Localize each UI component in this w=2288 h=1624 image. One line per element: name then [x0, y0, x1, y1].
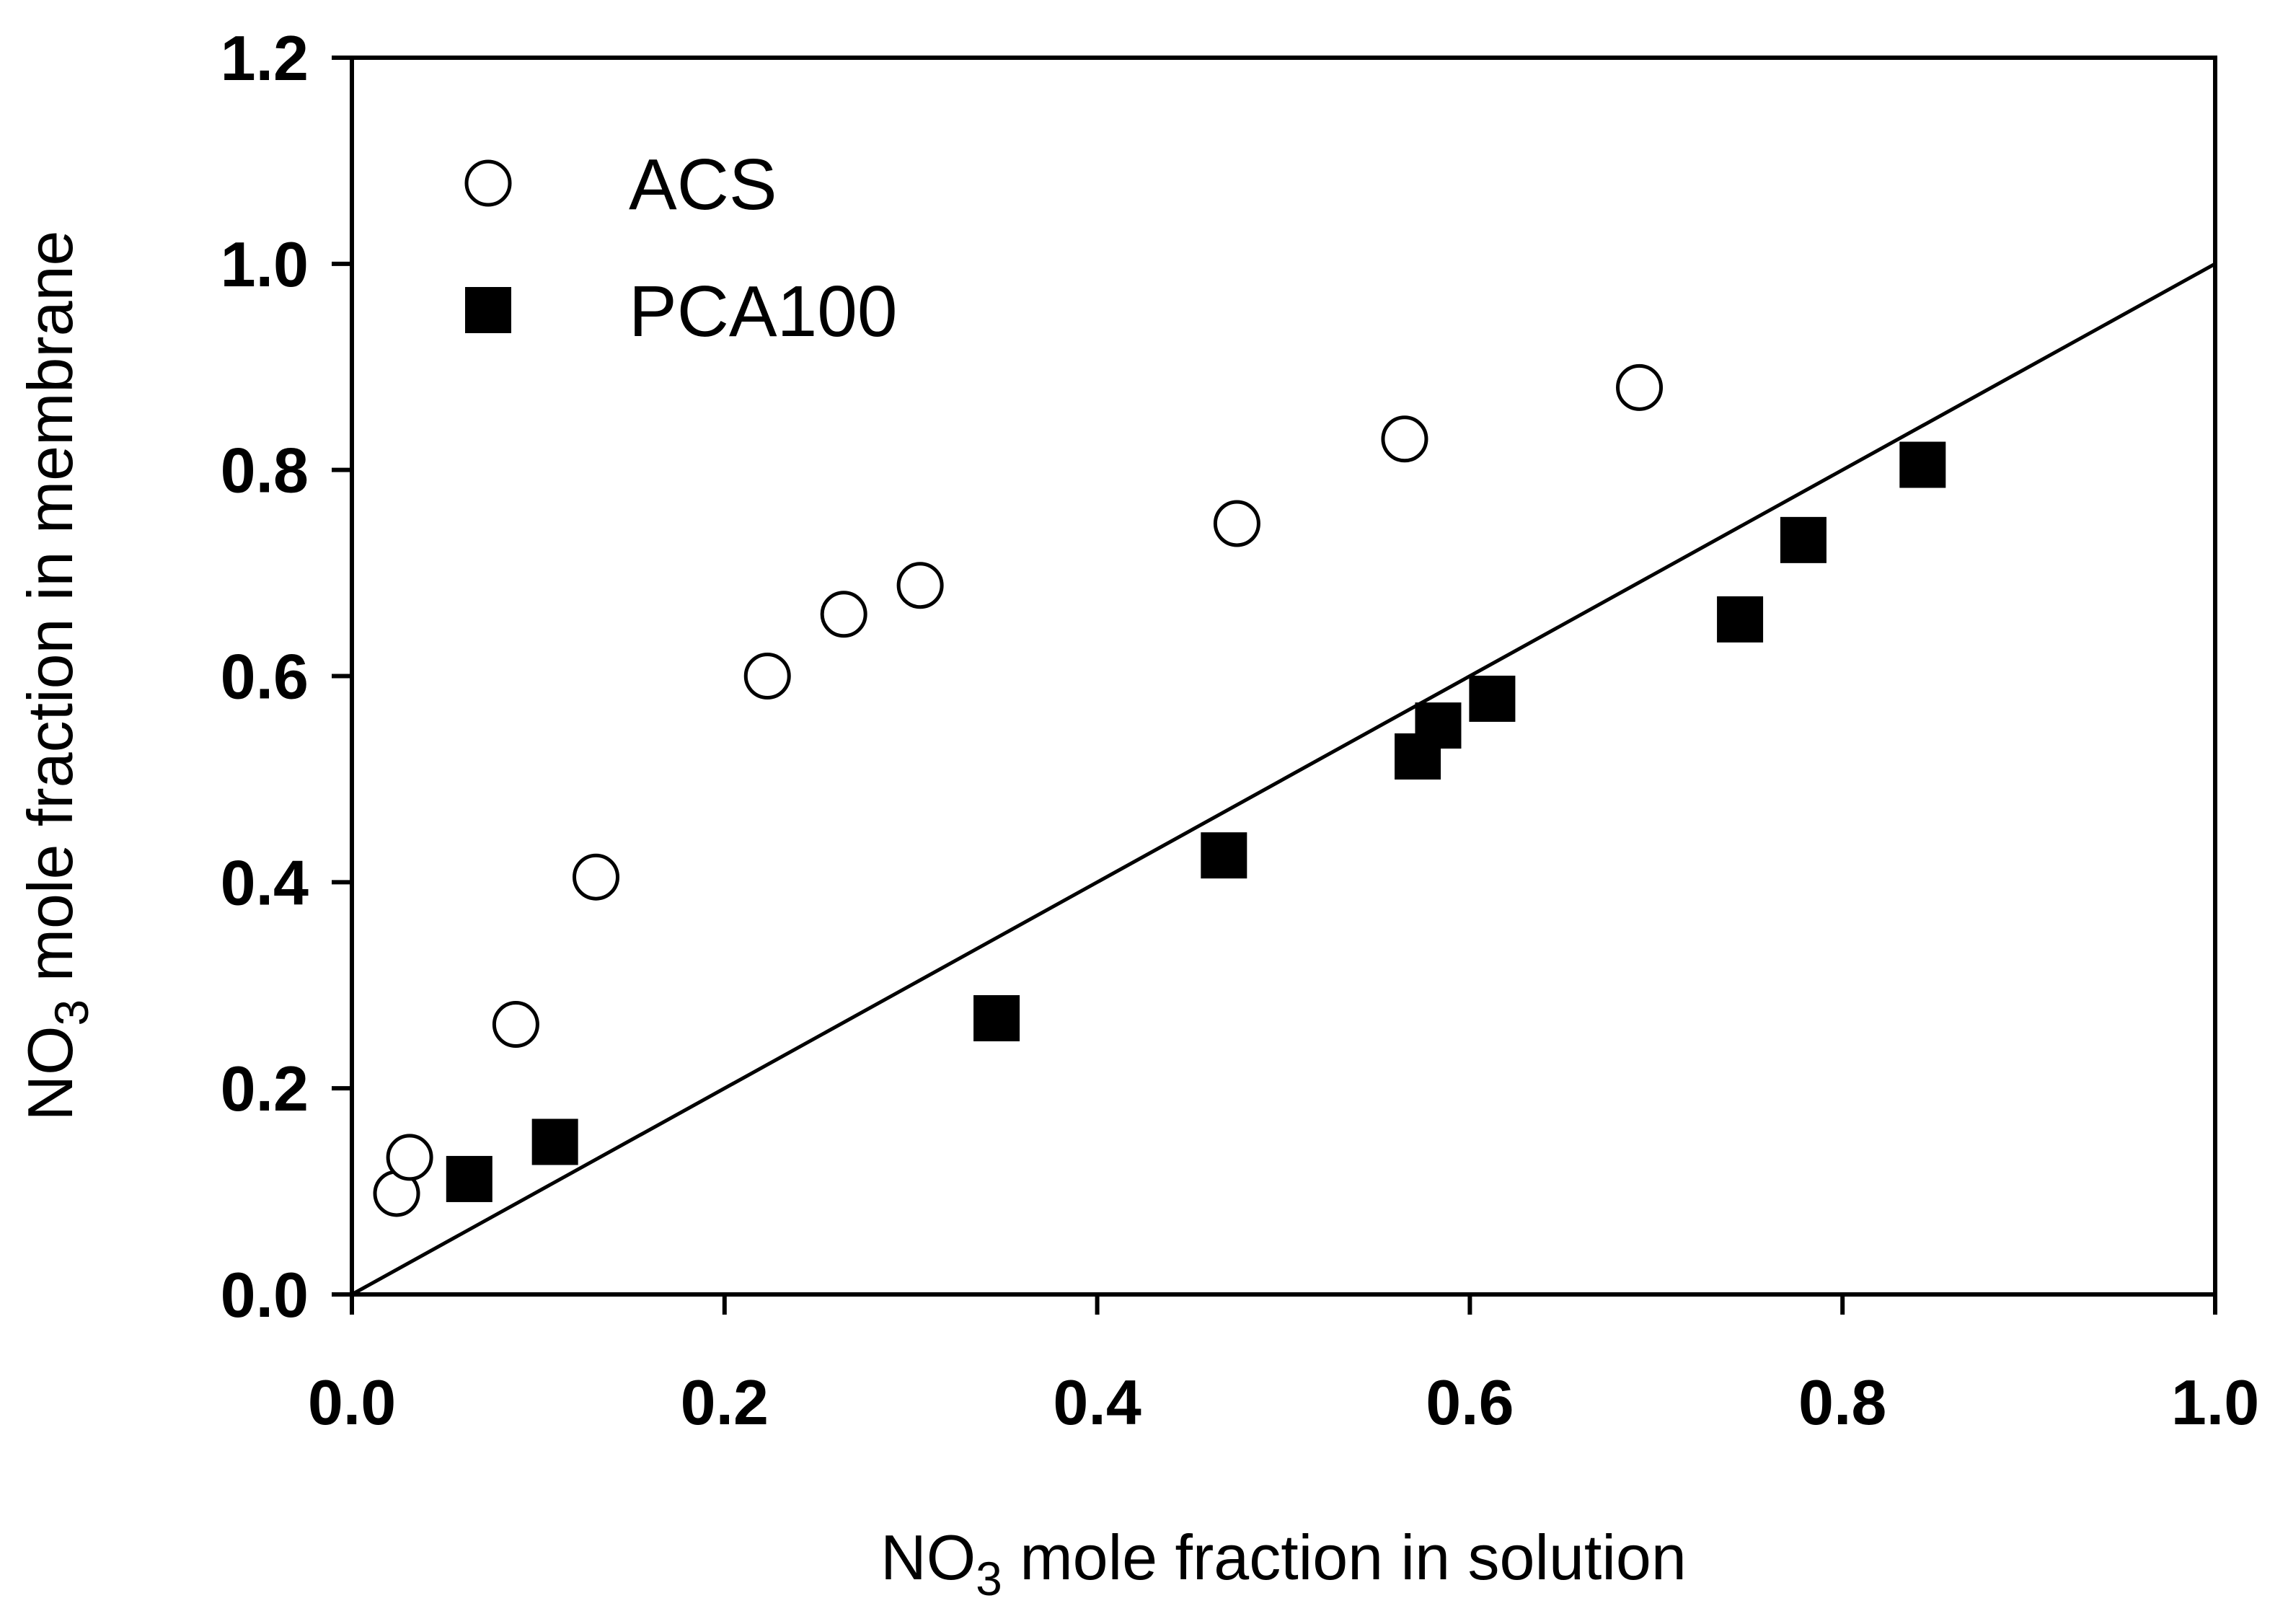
y-tick-label: 1.2	[221, 22, 309, 94]
data-point-pca100	[531, 1118, 578, 1165]
x-axis: 0.0 0.2 0.4 0.6 0.8 1.0	[308, 1294, 2259, 1438]
data-point-pca100	[973, 994, 1020, 1041]
y-axis: 0.0 0.2 0.4 0.6 0.8 1.0 1.2	[221, 22, 352, 1330]
data-point-acs	[1213, 500, 1260, 547]
data-point-pca100	[1469, 675, 1516, 722]
y-axis-title: NO3 mole fraction in membrane	[14, 231, 98, 1121]
data-point-acs	[1616, 363, 1664, 411]
x-tick-label: 0.2	[681, 1367, 769, 1438]
x-axis-title: NO3 mole fraction in solution	[880, 1522, 1687, 1605]
legend-label-pca100: PCA100	[629, 271, 897, 352]
x-axis-title-subscript: 3	[976, 1552, 1002, 1605]
data-point-pca100	[1780, 516, 1827, 563]
data-point-acs	[743, 653, 791, 700]
data-point-acs	[896, 562, 944, 609]
y-tick-label: 0.8	[221, 435, 309, 506]
data-point-pca100	[446, 1155, 493, 1202]
y-tick-label: 0.2	[221, 1053, 309, 1124]
x-tick-label: 0.6	[1426, 1367, 1514, 1438]
y-tick-label: 1.0	[221, 229, 309, 300]
y-tick-label: 0.6	[221, 641, 309, 712]
data-point-acs	[386, 1134, 433, 1181]
data-point-pca100	[1717, 596, 1764, 643]
y-tick-label: 0.0	[221, 1259, 309, 1330]
y-axis-title-subscript: 3	[45, 999, 98, 1026]
data-point-acs	[492, 1001, 539, 1049]
y-tick-label: 0.4	[221, 847, 309, 918]
reference-line-y-equals-x	[350, 262, 2217, 1297]
data-point-pca100	[1415, 702, 1462, 749]
data-point-acs	[1381, 415, 1428, 463]
legend-label-acs: ACS	[629, 144, 777, 225]
x-tick-label: 1.0	[2171, 1367, 2259, 1438]
reference-line-layer	[350, 262, 2217, 1297]
data-point-acs	[820, 591, 867, 638]
legend-marker-acs	[464, 159, 512, 207]
data-point-pca100	[1899, 441, 1946, 488]
x-tick-label: 0.0	[308, 1367, 396, 1438]
legend-marker-pca100	[465, 287, 511, 333]
x-tick-label: 0.4	[1053, 1367, 1141, 1438]
legend: ACS PCA100	[464, 144, 897, 352]
data-points	[373, 363, 1946, 1217]
x-tick-label: 0.8	[1798, 1367, 1886, 1438]
data-point-acs	[573, 853, 620, 901]
data-point-pca100	[1201, 832, 1247, 879]
